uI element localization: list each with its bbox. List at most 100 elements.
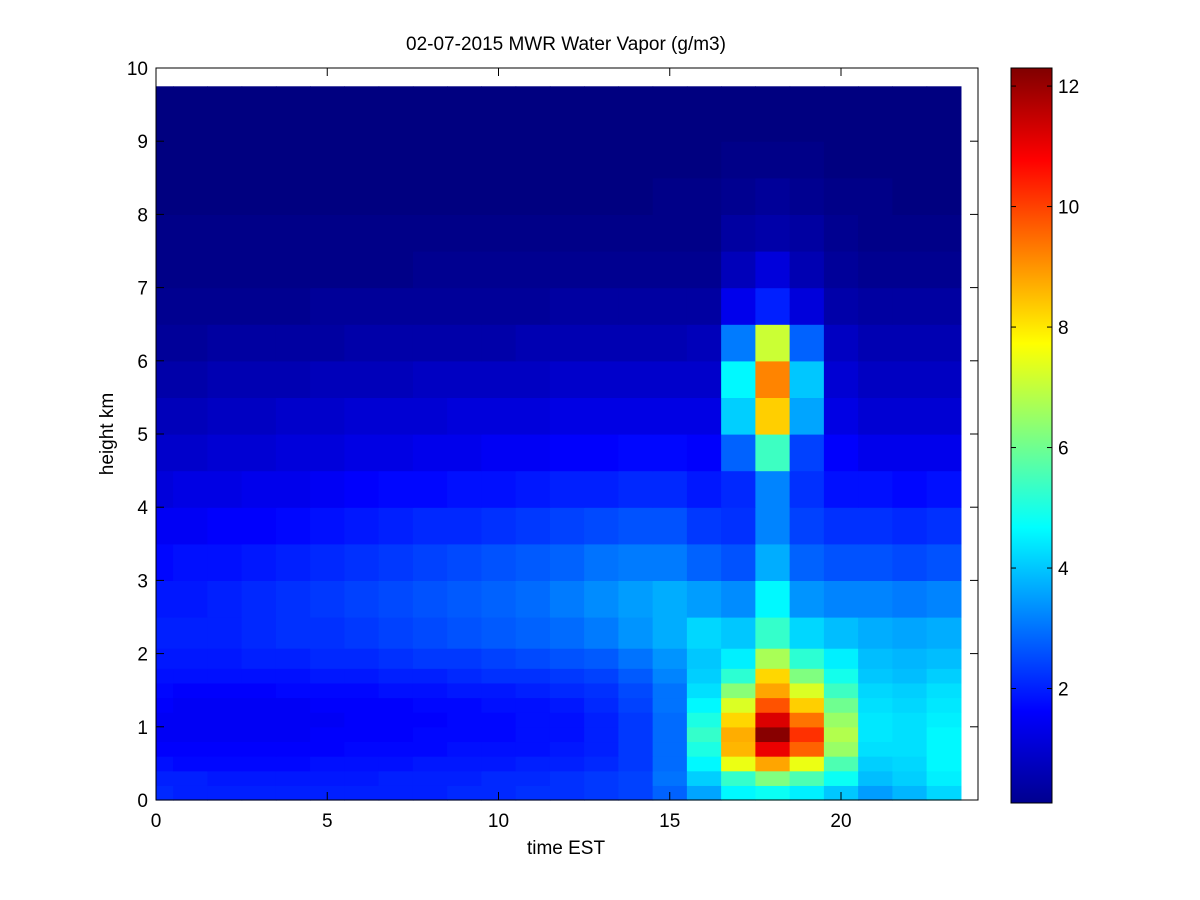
- heatmap-cell: [858, 324, 893, 362]
- heatmap-cell: [618, 177, 654, 215]
- heatmap-cell: [481, 86, 517, 109]
- heatmap-cell: [481, 668, 517, 684]
- heatmap-cell: [584, 741, 619, 757]
- plot-area: 0 5 10 15 20 0 1 2 3 4 5 6 7 8 9 10: [127, 59, 979, 832]
- heatmap-cell: [755, 287, 791, 325]
- heatmap-cell: [156, 580, 174, 618]
- heatmap-cell: [755, 251, 791, 289]
- heatmap-cell: [892, 507, 928, 545]
- heatmap-cell: [823, 756, 859, 772]
- heatmap-cell: [926, 251, 962, 289]
- heatmap-cell: [892, 648, 928, 669]
- heatmap-cell: [173, 434, 208, 472]
- colorbar-gradient: [1011, 68, 1052, 803]
- heatmap-cell: [310, 287, 345, 325]
- heatmap-cell: [755, 108, 791, 142]
- heatmap-cell: [344, 741, 380, 757]
- heatmap-cell: [275, 108, 311, 142]
- heatmap-cell: [481, 397, 517, 435]
- heatmap-cell: [481, 324, 517, 362]
- heatmap-cell: [721, 770, 756, 786]
- heatmap-cell: [275, 726, 311, 743]
- heatmap-cell: [858, 682, 893, 699]
- heatmap-cell: [207, 470, 243, 508]
- heatmap-cell: [858, 741, 893, 757]
- heatmap-cell: [275, 214, 311, 252]
- heatmap-cell: [310, 770, 345, 786]
- heatmap-cell: [721, 287, 756, 325]
- heatmap-cell: [344, 682, 380, 699]
- heatmap-cell: [789, 617, 825, 649]
- heatmap-cell: [686, 726, 722, 743]
- heatmap-cell: [549, 648, 585, 669]
- heatmap-cell: [789, 177, 825, 215]
- x-tick-label: 20: [830, 811, 851, 832]
- heatmap-cell: [207, 141, 243, 179]
- heatmap-cell: [412, 141, 448, 179]
- heatmap-cell: [378, 177, 414, 215]
- heatmap-cell: [515, 785, 551, 801]
- y-tick-label: 3: [137, 571, 148, 592]
- heatmap-cell: [618, 434, 654, 472]
- heatmap-cell: [823, 177, 859, 215]
- heatmap-cell: [926, 287, 962, 325]
- heatmap-cell: [447, 360, 482, 398]
- heatmap-cell: [755, 668, 791, 684]
- heatmap-cell: [344, 360, 380, 398]
- heatmap-cell: [275, 86, 311, 109]
- heatmap-cell: [584, 141, 619, 179]
- heatmap-cell: [652, 251, 688, 289]
- colorbar-tick-label: 4: [1058, 559, 1069, 580]
- heatmap-cell: [412, 507, 448, 545]
- heatmap-cell: [789, 543, 825, 581]
- heatmap-cell: [858, 668, 893, 684]
- heatmap-cell: [275, 770, 311, 786]
- heatmap-cell: [378, 434, 414, 472]
- y-axis-label: height km: [97, 393, 118, 475]
- heatmap-cell: [275, 177, 311, 215]
- heatmap-cell: [789, 741, 825, 757]
- heatmap-cell: [481, 470, 517, 508]
- heatmap-cell: [892, 785, 928, 801]
- heatmap-cell: [310, 682, 345, 699]
- heatmap-cell: [892, 434, 928, 472]
- heatmap-cell: [447, 668, 482, 684]
- heatmap-cell: [378, 251, 414, 289]
- heatmap-cell: [173, 741, 208, 757]
- heatmap-cell: [241, 712, 277, 728]
- x-tick-label: 15: [659, 811, 680, 832]
- heatmap-cell: [686, 648, 722, 669]
- heatmap-cell: [378, 214, 414, 252]
- heatmap-cell: [584, 580, 619, 618]
- heatmap-cell: [447, 251, 482, 289]
- heatmap-cell: [584, 617, 619, 649]
- heatmap-cell: [892, 470, 928, 508]
- heatmap-cell: [275, 648, 311, 669]
- heatmap-cell: [241, 756, 277, 772]
- heatmap-cell: [378, 108, 414, 142]
- heatmap-cell: [549, 360, 585, 398]
- heatmap-cell: [481, 108, 517, 142]
- heatmap-cell: [156, 682, 174, 699]
- heatmap-cell: [926, 697, 962, 713]
- heatmap-cell: [173, 726, 208, 743]
- heatmap-cell: [412, 434, 448, 472]
- heatmap-cell: [156, 434, 174, 472]
- heatmap-cell: [173, 648, 208, 669]
- heatmap-cell: [618, 741, 654, 757]
- heatmap-cell: [686, 580, 722, 618]
- heatmap-cell: [892, 712, 928, 728]
- heatmap-cell: [515, 470, 551, 508]
- heatmap-cell: [926, 470, 962, 508]
- heatmap-cell: [823, 682, 859, 699]
- heatmap-cell: [755, 434, 791, 472]
- heatmap-cell: [207, 287, 243, 325]
- heatmap-cell: [310, 360, 345, 398]
- heatmap-cell: [686, 287, 722, 325]
- heatmap-cell: [344, 617, 380, 649]
- heatmap-cell: [892, 580, 928, 618]
- heatmap-cell: [892, 741, 928, 757]
- heatmap-cell: [207, 726, 243, 743]
- heatmap-cell: [721, 324, 756, 362]
- heatmap-cell: [755, 617, 791, 649]
